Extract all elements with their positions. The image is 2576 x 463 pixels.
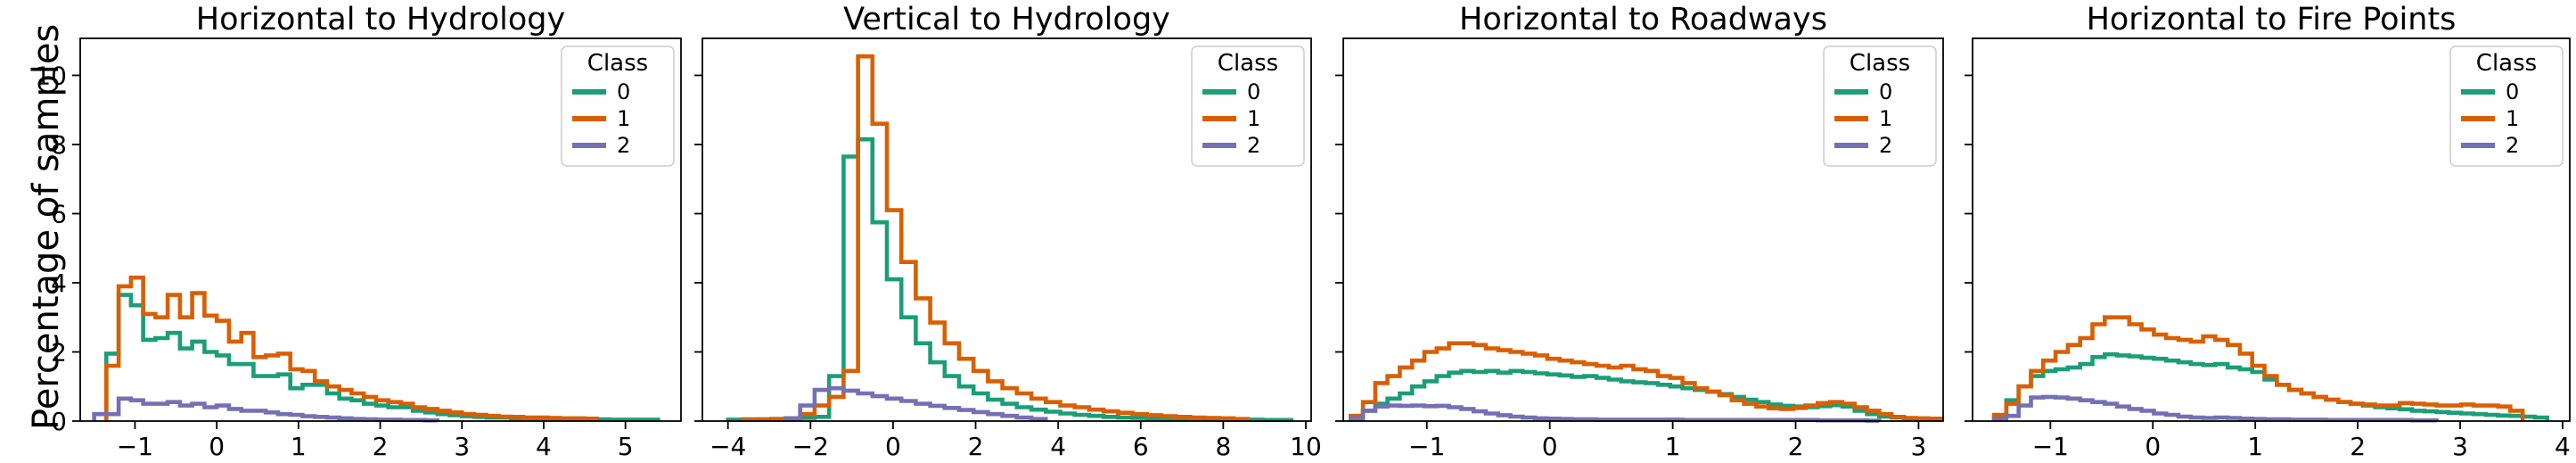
hist-step-class-0 bbox=[726, 136, 1294, 423]
subplot-title-horizontal-to-roadways: Horizontal to Roadways bbox=[1459, 2, 1827, 37]
legend-label-class-2: 2 bbox=[617, 133, 630, 158]
legend-box bbox=[561, 45, 675, 167]
y-tick-label: 6 bbox=[51, 199, 67, 228]
x-tick-label: 3 bbox=[1911, 432, 1927, 461]
legend-label-class-1: 1 bbox=[2506, 106, 2519, 131]
legend-box bbox=[1823, 45, 1937, 167]
axes-frame bbox=[79, 37, 682, 422]
x-tick-label: −2 bbox=[792, 432, 829, 461]
axes-frame bbox=[1342, 37, 1944, 422]
y-tick-label: 2 bbox=[51, 337, 67, 367]
legend-label-class-0: 0 bbox=[617, 79, 630, 104]
legend-label-class-0: 0 bbox=[1879, 79, 1892, 104]
axes-frame bbox=[1972, 37, 2571, 422]
hist-step-class-2 bbox=[783, 385, 1048, 421]
y-tick-label: 4 bbox=[51, 269, 67, 298]
hist-step-class-1 bbox=[740, 54, 1251, 422]
x-tick-label: 3 bbox=[454, 432, 470, 461]
legend-title: Class bbox=[1218, 50, 1278, 77]
legend-label-class-0: 0 bbox=[2506, 79, 2519, 104]
legend-label-class-1: 1 bbox=[1879, 106, 1892, 131]
x-tick-label: −1 bbox=[1408, 432, 1445, 461]
legend-label-class-2: 2 bbox=[1247, 133, 1260, 158]
axes-frame bbox=[701, 37, 1312, 422]
x-tick-label: −1 bbox=[2032, 432, 2069, 461]
x-tick-label: 2 bbox=[2350, 432, 2366, 461]
x-tick-label: 8 bbox=[1215, 432, 1231, 461]
subplot-title-horizontal-to-hydrology: Horizontal to Hydrology bbox=[195, 2, 566, 37]
x-tick-label: 3 bbox=[2452, 432, 2468, 461]
hist-step-class-2 bbox=[1349, 403, 1882, 423]
x-tick-label: 2 bbox=[373, 432, 389, 461]
legend-label-class-2: 2 bbox=[2506, 133, 2519, 158]
x-tick-label: 10 bbox=[1290, 432, 1322, 461]
hist-step-class-0 bbox=[1349, 368, 1943, 421]
hist-step-class-1 bbox=[1349, 341, 1943, 421]
x-tick-label: 4 bbox=[1050, 432, 1066, 461]
x-tick-label: 1 bbox=[291, 432, 307, 461]
x-tick-label: 2 bbox=[1788, 432, 1804, 461]
legend-box bbox=[2449, 45, 2564, 167]
x-tick-label: 4 bbox=[2555, 432, 2571, 461]
legend-title: Class bbox=[2476, 50, 2537, 77]
x-tick-label: 0 bbox=[2145, 432, 2161, 461]
legend-label-class-1: 1 bbox=[617, 106, 630, 131]
legend-box bbox=[1191, 45, 1305, 167]
x-tick-label: 0 bbox=[209, 432, 225, 461]
x-tick-label: −4 bbox=[710, 432, 746, 461]
hist-step-class-1 bbox=[104, 275, 599, 421]
y-tick-label: 0 bbox=[51, 407, 67, 436]
legend-title: Class bbox=[587, 50, 648, 77]
x-tick-label: 1 bbox=[1665, 432, 1681, 461]
x-tick-label: 6 bbox=[1133, 432, 1149, 461]
x-tick-label: 2 bbox=[968, 432, 984, 461]
hist-step-class-0 bbox=[1991, 351, 2549, 421]
x-tick-label: 0 bbox=[885, 432, 901, 461]
subplot-title-horizontal-to-fire-points: Horizontal to Fire Points bbox=[2086, 2, 2457, 37]
y-tick-label: 8 bbox=[51, 130, 67, 160]
subplot-title-vertical-to-hydrology: Vertical to Hydrology bbox=[843, 2, 1170, 37]
x-tick-label: 0 bbox=[1542, 432, 1558, 461]
hist-step-class-1 bbox=[1991, 315, 2525, 421]
y-tick-label: 10 bbox=[35, 61, 67, 90]
legend-label-class-2: 2 bbox=[1879, 133, 1892, 158]
hist-step-class-2 bbox=[92, 396, 439, 423]
hist-step-class-2 bbox=[1991, 394, 2439, 423]
x-tick-label: 1 bbox=[2247, 432, 2263, 461]
legend-label-class-0: 0 bbox=[1247, 79, 1260, 104]
legend-title: Class bbox=[1850, 50, 1910, 77]
x-tick-label: 4 bbox=[536, 432, 552, 461]
legend-label-class-1: 1 bbox=[1247, 106, 1260, 131]
x-tick-label: −1 bbox=[117, 432, 153, 461]
x-tick-label: 5 bbox=[618, 432, 634, 461]
